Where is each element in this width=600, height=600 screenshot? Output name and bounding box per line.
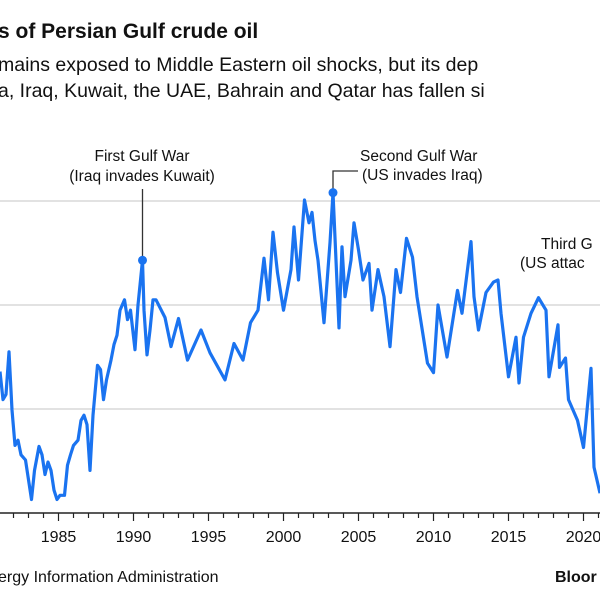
brand-logo: Bloor [555,569,597,586]
chart-title: s of Persian Gulf crude oil [0,20,259,43]
x-tick-label: 2005 [341,529,377,546]
x-tick-label: 1990 [116,529,152,546]
chart-subtitle-line-2: a, Iraq, Kuwait, the UAE, Bahrain and Qa… [0,80,485,102]
annotation-second-gulf-war-title: Second Gulf War [360,148,477,165]
annotation-third-gulf-war-title: Third G [541,236,593,253]
annotation-third-gulf-war-detail: (US attac [520,255,585,272]
chart-subtitle-line-1: mains exposed to Middle Eastern oil shoc… [0,54,479,76]
annotation-second-gulf-war-detail: (US invades Iraq) [362,167,483,184]
annotation-first-gulf-war-detail: (Iraq invades Kuwait) [69,168,215,185]
annotation-marker [138,255,147,265]
x-tick-label: 1995 [191,529,227,546]
x-tick-label: 2020 [566,529,600,546]
x-tick-label: 2015 [491,529,527,546]
annotation-leader-line [332,170,358,193]
annotation-first-gulf-war-title: First Gulf War [94,148,189,165]
series-line [0,191,600,502]
annotation-marker [328,188,338,198]
source-note: ergy Information Administration [0,569,219,586]
x-tick-label: 1985 [41,529,77,546]
x-tick-label: 2010 [416,529,452,546]
x-tick-label: 2000 [266,529,302,546]
